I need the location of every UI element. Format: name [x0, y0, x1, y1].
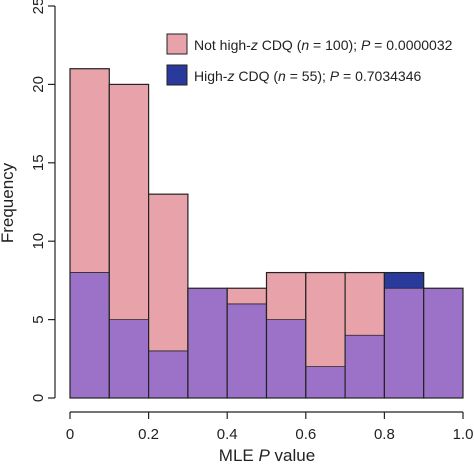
x-tick-label: 0.6: [295, 426, 316, 443]
bar-overlap-bin-0: [70, 273, 109, 398]
bar-overlap-bin-6: [306, 367, 345, 398]
bar-not-high-z-bin-6: [306, 273, 345, 367]
x-tick-label: 0.4: [217, 426, 238, 443]
x-tick-label: 0.2: [138, 426, 159, 443]
x-axis-title: MLE P value: [219, 446, 315, 465]
bar-overlap-bin-5: [267, 320, 306, 398]
legend-label-not-high-z: Not high-z CDQ (n = 100); P = 0.0000032: [194, 37, 453, 53]
bar-not-high-z-bin-0: [70, 69, 109, 273]
bar-overlap-bin-9: [424, 288, 463, 398]
bar-overlap-bin-4: [227, 304, 266, 398]
y-tick-label: 10: [30, 233, 47, 250]
bar-overlap-bin-1: [109, 320, 148, 398]
bar-not-high-z-bin-1: [109, 84, 148, 319]
y-tick-label: 5: [30, 315, 47, 323]
legend-swatch-high-z: [167, 65, 187, 85]
bar-overlap-bin-7: [345, 335, 384, 398]
y-tick-label: 0: [30, 394, 47, 402]
x-tick-label: 1.0: [453, 426, 474, 443]
legend-label-high-z: High-z CDQ (n = 55); P = 0.7034346: [194, 68, 421, 84]
bar-overlap-bin-2: [149, 351, 188, 398]
y-tick-label: 25: [30, 0, 47, 14]
bars-group: [70, 69, 463, 398]
bar-not-high-z-bin-5: [267, 273, 306, 320]
y-axis-title: Frequency: [0, 162, 17, 243]
bar-not-high-z-bin-4: [227, 288, 266, 304]
legend: Not high-z CDQ (n = 100); P = 0.0000032 …: [167, 34, 453, 85]
y-tick-label: 20: [30, 76, 47, 93]
legend-swatch-not-high-z: [167, 34, 187, 54]
bar-not-high-z-bin-2: [149, 194, 188, 351]
bar-high-z-bin-8: [384, 273, 423, 289]
bar-overlap-bin-8: [384, 288, 423, 398]
y-tick-label: 15: [30, 154, 47, 171]
bar-overlap-bin-3: [188, 288, 227, 398]
x-tick-label: 0.8: [374, 426, 395, 443]
x-tick-label: 0: [66, 426, 74, 443]
bar-not-high-z-bin-7: [345, 273, 384, 336]
